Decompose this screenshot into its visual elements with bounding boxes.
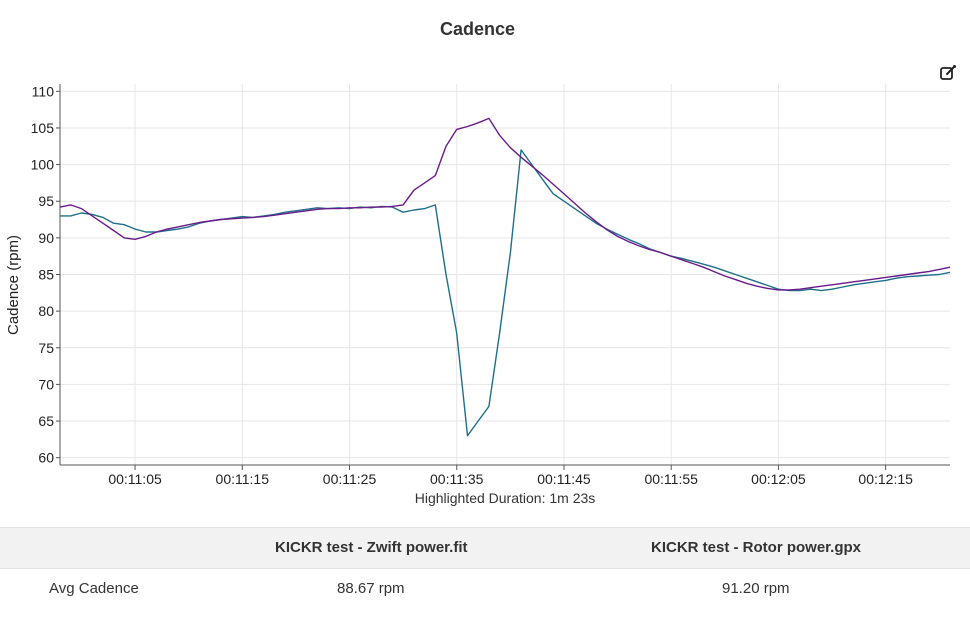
x-tick-label: 00:11:05 bbox=[108, 471, 162, 487]
y-tick-label: 60 bbox=[38, 450, 54, 466]
y-tick-label: 85 bbox=[38, 267, 54, 283]
y-axis-ticks: 110 105 100 95 90 85 80 75 70 65 60 bbox=[31, 83, 60, 466]
grid-lines bbox=[60, 84, 950, 465]
stats-column-header-2: KICKR test - Rotor power.gpx bbox=[651, 539, 862, 556]
y-tick-label: 95 bbox=[38, 193, 54, 209]
chart-title: Cadence bbox=[439, 19, 516, 39]
x-tick-label: 00:11:25 bbox=[323, 471, 377, 487]
stats-row-label: Avg Cadence bbox=[49, 580, 139, 597]
y-axis-title: Cadence (rpm) bbox=[5, 235, 22, 335]
stats-column-header-1: KICKR test - Zwift power.fit bbox=[275, 539, 468, 556]
y-tick-label: 80 bbox=[38, 303, 54, 319]
y-tick-label: 75 bbox=[38, 340, 54, 356]
series-line-1[interactable] bbox=[60, 149, 951, 437]
stats-value-1: 88.67 rpm bbox=[337, 580, 405, 597]
y-tick-label: 90 bbox=[38, 230, 54, 246]
y-tick-label: 105 bbox=[31, 120, 55, 136]
edit-icon[interactable] bbox=[939, 64, 957, 82]
y-tick-label: 110 bbox=[32, 83, 55, 99]
x-tick-label: 00:11:35 bbox=[430, 471, 484, 487]
stats-table: KICKR test - Zwift power.fit KICKR test … bbox=[0, 527, 970, 609]
y-tick-label: 100 bbox=[31, 157, 55, 173]
stats-header: KICKR test - Zwift power.fit KICKR test … bbox=[0, 527, 970, 569]
x-tick-label: 00:12:05 bbox=[751, 471, 806, 487]
x-tick-label: 00:11:15 bbox=[216, 471, 270, 487]
stats-row-avg-cadence: Avg Cadence 88.67 rpm 91.20 rpm bbox=[0, 569, 970, 609]
series-lines[interactable] bbox=[59, 117, 951, 437]
y-tick-label: 65 bbox=[38, 413, 54, 429]
stats-value-2: 91.20 rpm bbox=[722, 580, 790, 597]
series-line-2[interactable] bbox=[59, 117, 951, 291]
x-axis-ticks: 00:11:05 00:11:15 00:11:25 00:11:35 00:11:45… bbox=[108, 465, 913, 487]
x-tick-label: 00:11:55 bbox=[644, 471, 698, 487]
x-tick-label: 00:12:15 bbox=[858, 471, 913, 487]
highlighted-duration: Highlighted Duration: 1m 23s bbox=[414, 490, 596, 506]
y-tick-label: 70 bbox=[38, 376, 54, 392]
x-tick-label: 00:11:45 bbox=[537, 471, 591, 487]
